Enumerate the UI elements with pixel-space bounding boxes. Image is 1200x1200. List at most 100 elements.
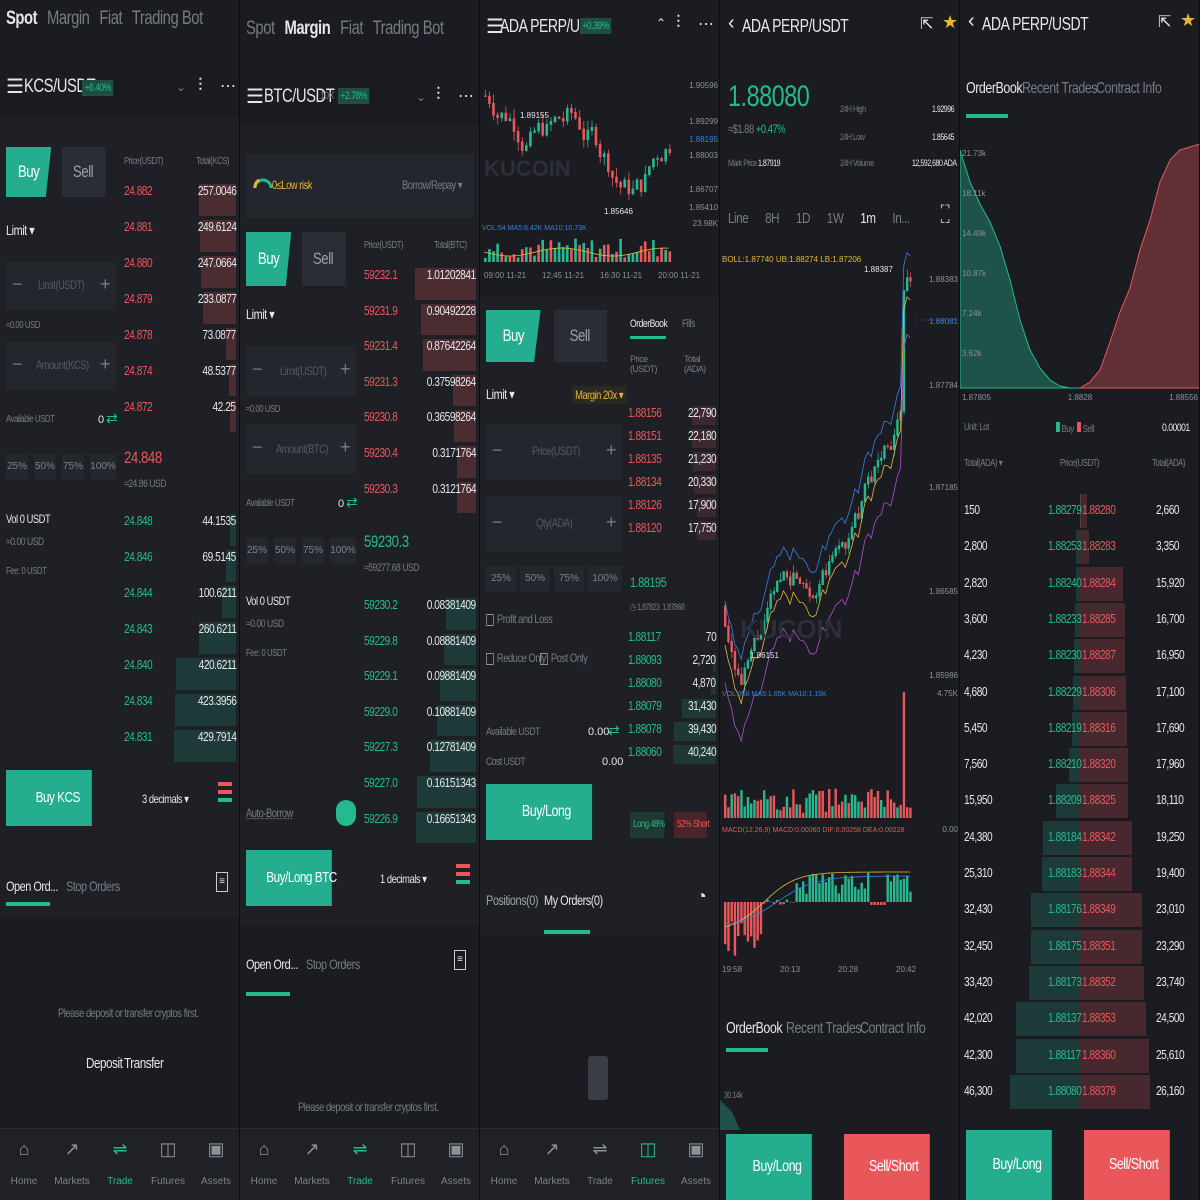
nav-home[interactable]: ⌂ Home bbox=[240, 1139, 288, 1187]
buy-tab[interactable]: Buy bbox=[246, 232, 292, 286]
plus-icon[interactable]: + bbox=[340, 437, 351, 457]
tab-fiat[interactable]: Fiat bbox=[340, 18, 364, 39]
interval-8h[interactable]: 8H bbox=[765, 210, 780, 227]
orderbook-row[interactable]: 4,230 1.88230 1.88287 16,950 bbox=[960, 639, 1199, 674]
nav-futures[interactable]: ◫ Futures bbox=[624, 1139, 672, 1187]
orderbook-row[interactable]: 24.843 260.6211 bbox=[124, 620, 236, 656]
buy-long-button[interactable]: Buy/Long bbox=[486, 784, 593, 840]
list-icon[interactable]: ≡ bbox=[216, 872, 228, 892]
orderbook-row[interactable]: 15,950 1.88209 1.88325 18,110 bbox=[960, 784, 1199, 819]
tab-fills[interactable]: Fills bbox=[682, 318, 695, 330]
sell-short-button[interactable]: Sell/Short bbox=[1084, 1130, 1170, 1200]
orderbook-row[interactable]: 2,800 1.88253 1.88283 3,350 bbox=[960, 530, 1199, 565]
minus-icon[interactable]: − bbox=[252, 359, 263, 379]
candlestick-icon[interactable]: ⫶ bbox=[198, 75, 203, 95]
orderbook-row[interactable]: 1.88060 40,240 bbox=[628, 743, 716, 766]
menu-icon[interactable]: ☰ bbox=[6, 76, 24, 98]
orderbook-row[interactable]: 24.840 420.6211 bbox=[124, 656, 236, 692]
fullscreen-icon[interactable]: ⌜⌝ ⌞⌟ bbox=[940, 204, 951, 225]
orderbook-row[interactable]: 59227.0 0.16151343 bbox=[364, 774, 476, 810]
minus-icon[interactable]: − bbox=[12, 354, 23, 374]
orderbook-row[interactable]: 24.848 44.1535 bbox=[124, 512, 236, 548]
orderbook-row[interactable]: 24,380 1.88184 1.88342 19,250 bbox=[960, 820, 1199, 855]
orderbook-row[interactable]: 25,310 1.88183 1.88344 19,400 bbox=[960, 857, 1199, 891]
tab-stop-orders[interactable]: Stop Orders bbox=[66, 878, 120, 894]
back-icon[interactable]: ‹ bbox=[728, 12, 735, 34]
nav-trade[interactable]: ⇌ Trade bbox=[336, 1139, 384, 1187]
orderbook-row[interactable]: 4,680 1.88229 1.88306 17,100 bbox=[960, 675, 1199, 710]
orderbook-row[interactable]: 59230.8 0.36598264 bbox=[364, 408, 476, 444]
more-icon[interactable]: ⋯ bbox=[698, 16, 714, 33]
margin-select[interactable]: Margin 20x ▾ bbox=[572, 386, 627, 404]
pct-50[interactable]: 50% bbox=[274, 538, 296, 564]
tab-contract-info[interactable]: Contract Info bbox=[860, 1020, 926, 1037]
nav-home[interactable]: ⌂ Home bbox=[480, 1139, 528, 1187]
plus-icon[interactable]: + bbox=[606, 440, 617, 460]
orderbook-row[interactable]: 1.88156 22,790 bbox=[628, 404, 716, 427]
nav-markets[interactable]: ↗ Markets bbox=[288, 1139, 336, 1187]
orderbook-row[interactable]: 46,300 1.88080 1.88379 26,160 bbox=[960, 1074, 1199, 1109]
transfer-link[interactable]: Transfer bbox=[124, 1055, 164, 1072]
orderbook-row[interactable]: 24.880 247.0664 bbox=[124, 254, 236, 290]
orderbook-row[interactable]: 59230.3 0.3121764 bbox=[364, 480, 476, 516]
amount-input[interactable]: − Amount(BTC) + bbox=[246, 424, 356, 474]
tab-positions[interactable]: Positions(0) bbox=[486, 892, 539, 908]
orderbook-row[interactable]: 59229.1 0.09881409 bbox=[364, 667, 476, 703]
orderbook-row[interactable]: 150 1.88279 1.88280 2,660 bbox=[960, 494, 1199, 528]
tab-trading-bot[interactable]: Trading Bot bbox=[131, 8, 203, 29]
nav-markets[interactable]: ↗ Markets bbox=[48, 1139, 96, 1187]
tab-open-orders[interactable]: Open Ord... bbox=[246, 956, 298, 972]
pnl-checkbox[interactable]: Profit and Loss bbox=[486, 612, 553, 626]
tab-margin[interactable]: Margin bbox=[284, 18, 331, 39]
orderbook-row[interactable]: 32,450 1.88175 1.88351 23,290 bbox=[960, 929, 1199, 964]
tab-spot[interactable]: Spot bbox=[6, 8, 38, 29]
order-type-select[interactable]: Limit ▾ bbox=[486, 386, 515, 402]
price-input[interactable]: − Limit(USDT) + bbox=[246, 346, 356, 396]
orderbook-row[interactable]: 24.881 249.6124 bbox=[124, 218, 236, 254]
tab-my-orders[interactable]: My Orders(0) bbox=[544, 892, 603, 908]
tab-stop-orders[interactable]: Stop Orders bbox=[306, 956, 360, 972]
minus-icon[interactable]: − bbox=[12, 274, 23, 294]
swap-icon[interactable]: ⇄ bbox=[608, 722, 620, 738]
nav-assets[interactable]: ▣ Assets bbox=[192, 1139, 239, 1187]
orderbook-row[interactable]: 59231.3 0.37598264 bbox=[364, 373, 476, 409]
menu-icon[interactable]: ☰ bbox=[246, 86, 264, 108]
nav-home[interactable]: ⌂ Home bbox=[0, 1139, 48, 1187]
orderbook-row[interactable]: 24.844 100.6211 bbox=[124, 584, 236, 620]
precision-select[interactable]: 0.00001 bbox=[1162, 422, 1190, 434]
buy-kcs-button[interactable]: Buy KCS bbox=[6, 770, 92, 826]
orderbook-row[interactable]: 24.882 257.0046 bbox=[124, 182, 236, 218]
orderbook-row[interactable]: 32,430 1.88176 1.88349 23,010 bbox=[960, 893, 1199, 928]
plus-icon[interactable]: + bbox=[100, 274, 111, 294]
orderbook-row[interactable]: 59231.9 0.90492228 bbox=[364, 302, 476, 338]
interval-line[interactable]: Line bbox=[728, 210, 749, 227]
orderbook-row[interactable]: 59229.0 0.10881409 bbox=[364, 703, 476, 739]
buy-long-button[interactable]: Buy/Long bbox=[966, 1130, 1052, 1200]
depth-mode-icon[interactable] bbox=[218, 782, 232, 812]
orderbook-row[interactable]: 1.88120 17,750 bbox=[628, 519, 716, 542]
nav-trade[interactable]: ⇌ Trade bbox=[576, 1139, 624, 1187]
orderbook-row[interactable]: 24.879 233.0877 bbox=[124, 290, 236, 326]
sell-tab[interactable]: Sell bbox=[62, 147, 106, 197]
tab-contract-info[interactable]: Contract Info bbox=[1096, 80, 1162, 97]
more-icon[interactable]: ⋯ bbox=[458, 88, 474, 105]
buy-tab[interactable]: Buy bbox=[486, 310, 541, 362]
orderbook-row[interactable]: 42,020 1.88137 1.88353 24,500 bbox=[960, 1002, 1199, 1037]
order-type-select[interactable]: Limit ▾ bbox=[6, 222, 35, 238]
nav-futures[interactable]: ◫ Futures bbox=[144, 1139, 192, 1187]
orderbook-row[interactable]: 1.88080 4,870 bbox=[628, 674, 716, 697]
pct-25[interactable]: 25% bbox=[486, 566, 516, 592]
buy-tab[interactable]: Buy bbox=[6, 147, 52, 197]
pct-50[interactable]: 50% bbox=[34, 454, 56, 480]
chevron-down-icon[interactable]: ⌄ bbox=[416, 90, 427, 104]
deposit-link[interactable]: Deposit bbox=[86, 1055, 123, 1072]
sell-tab[interactable]: Sell bbox=[302, 232, 346, 286]
orderbook-row[interactable]: 1.88151 22,180 bbox=[628, 427, 716, 450]
interval-1w[interactable]: 1W bbox=[826, 210, 844, 227]
orderbook-row[interactable]: 59230.2 0.08381409 bbox=[364, 596, 476, 632]
orderbook-row[interactable]: 24.846 69.5145 bbox=[124, 548, 236, 584]
pct-75[interactable]: 75% bbox=[302, 538, 324, 564]
orderbook-row[interactable]: 2,820 1.88240 1.88284 15,920 bbox=[960, 566, 1199, 601]
orderbook-row[interactable]: 1.88126 17,900 bbox=[628, 496, 716, 519]
interval-indicators[interactable]: In... bbox=[892, 210, 910, 227]
